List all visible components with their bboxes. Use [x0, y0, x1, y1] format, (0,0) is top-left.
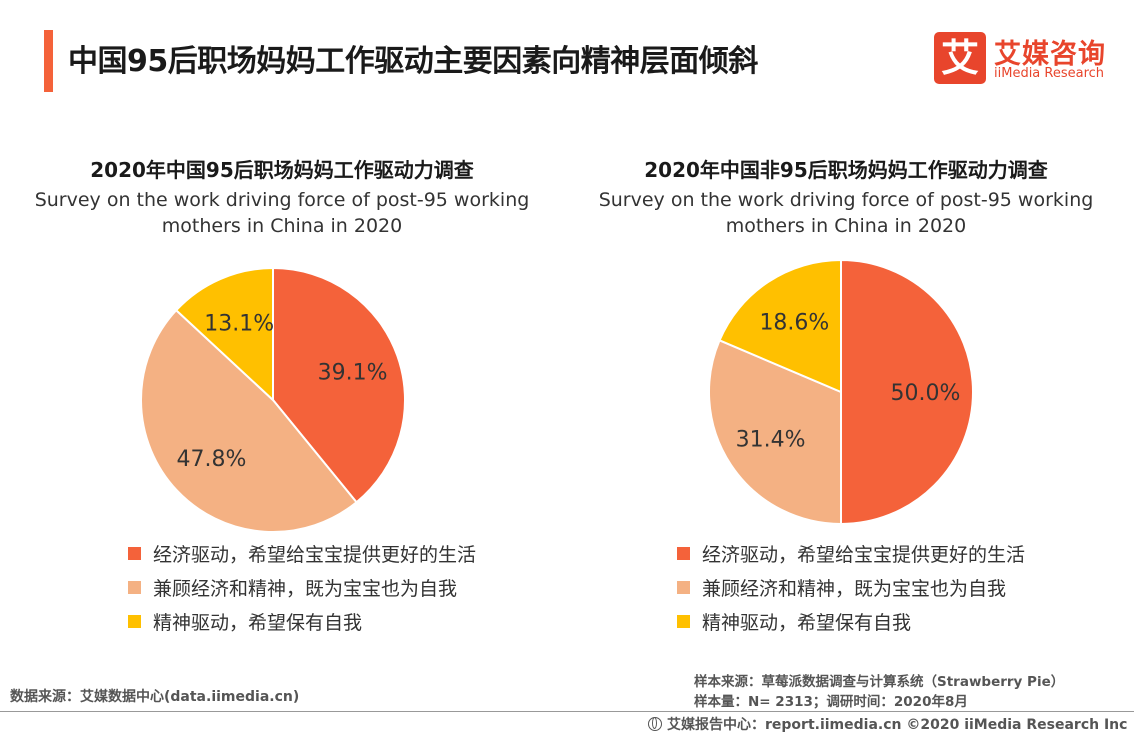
slice-economic	[840, 258, 974, 526]
legend-item-balanced: 兼顾经济和精神，既为宝宝也为自我	[677, 570, 1025, 604]
legend-label: 兼顾经济和精神，既为宝宝也为自我	[153, 577, 458, 600]
right-chart-title: 2020年中国非95后职场妈妈工作驱动力调查	[644, 158, 1048, 182]
data-label: 39.1%	[318, 361, 388, 386]
logo-mark-icon: 艾	[934, 32, 986, 84]
copyright-text: 艾媒报告中心：report.iimedia.cn ©2020 iiMedia R…	[667, 717, 1128, 733]
legend-swatch	[677, 546, 690, 560]
left-legend: 经济驱动，希望给宝宝提供更好的生活 兼顾经济和精神，既为宝宝也为自我 精神驱动，…	[128, 536, 476, 638]
right-chart-subtitle: Survey on the work driving force of post…	[598, 189, 1094, 237]
logo-cn-text: 艾媒咨询	[994, 39, 1106, 70]
data-label: 47.8%	[176, 447, 246, 472]
legend-swatch	[677, 580, 690, 594]
left-chart-title: 2020年中国95后职场妈妈工作驱动力调查	[90, 158, 474, 182]
legend-swatch	[128, 580, 141, 594]
legend-item-economic: 经济驱动，希望给宝宝提供更好的生活	[677, 536, 1025, 570]
slice-spiritual	[174, 266, 274, 403]
data-label: 18.6%	[759, 311, 829, 336]
slice-spiritual	[718, 258, 842, 394]
iimedia-logo: 艾 艾媒咨询 iiMedia Research	[934, 30, 1114, 86]
globe-icon	[648, 717, 662, 731]
sample-size: 样本量：N= 2313；调研时间：2020年8月	[694, 694, 968, 710]
data-source: 数据来源：艾媒数据中心(data.iimedia.cn)	[10, 689, 300, 705]
footer-divider	[0, 711, 1134, 712]
legend-label: 经济驱动，希望给宝宝提供更好的生活	[153, 543, 477, 566]
left-chart-subtitle: Survey on the work driving force of post…	[34, 189, 530, 237]
legend-item-economic: 经济驱动，希望给宝宝提供更好的生活	[128, 536, 476, 570]
legend-label: 经济驱动，希望给宝宝提供更好的生活	[702, 543, 1026, 566]
data-label: 50.0%	[891, 381, 961, 406]
legend-item-balanced: 兼顾经济和精神，既为宝宝也为自我	[128, 570, 476, 604]
sample-source: 样本来源：草莓派数据调查与计算系统（Strawberry Pie）	[694, 674, 1065, 690]
slice-balanced	[708, 339, 842, 526]
page-title: 中国95后职场妈妈工作驱动主要因素向精神层面倾斜	[68, 44, 758, 79]
footer-copyright: 艾媒报告中心：report.iimedia.cn ©2020 iiMedia R…	[648, 714, 1127, 734]
right-legend: 经济驱动，希望给宝宝提供更好的生活 兼顾经济和精神，既为宝宝也为自我 精神驱动，…	[677, 536, 1025, 638]
data-label: 31.4%	[736, 428, 806, 453]
legend-item-spiritual: 精神驱动，希望保有自我	[677, 604, 1025, 638]
legend-label: 精神驱动，希望保有自我	[153, 611, 363, 634]
title-accent-bar	[44, 30, 53, 92]
legend-swatch	[128, 546, 141, 560]
slice-balanced	[140, 308, 358, 533]
slice-economic	[272, 266, 406, 504]
legend-label: 兼顾经济和精神，既为宝宝也为自我	[702, 577, 1007, 600]
logo-en-text: iiMedia Research	[994, 66, 1105, 81]
legend-swatch	[128, 614, 141, 628]
sample-info: 样本来源：草莓派数据调查与计算系统（Strawberry Pie） 样本量：N=…	[694, 672, 1064, 712]
legend-swatch	[677, 614, 690, 628]
data-label: 13.1%	[204, 312, 274, 337]
legend-item-spiritual: 精神驱动，希望保有自我	[128, 604, 476, 638]
legend-label: 精神驱动，希望保有自我	[702, 611, 912, 634]
